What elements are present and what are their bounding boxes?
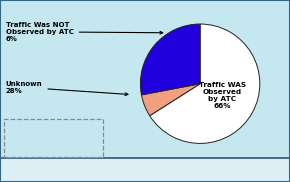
FancyBboxPatch shape (4, 119, 103, 157)
Text: Unknown
28%: Unknown 28% (6, 81, 128, 96)
Wedge shape (142, 84, 200, 116)
Text: Traffic Was NOT
Observed by ATC
6%: Traffic Was NOT Observed by ATC 6% (6, 22, 163, 42)
Bar (0, 158, 290, 182)
Wedge shape (140, 24, 200, 95)
Text: Figure 3 — Traffic Observed by ATC: Figure 3 — Traffic Observed by ATC (55, 166, 235, 175)
Text: Traffic WAS
Observed
by ATC
66%: Traffic WAS Observed by ATC 66% (199, 82, 246, 109)
Wedge shape (150, 24, 260, 143)
Text: Based on 170
of 170 Reports: Based on 170 of 170 Reports (23, 132, 84, 145)
